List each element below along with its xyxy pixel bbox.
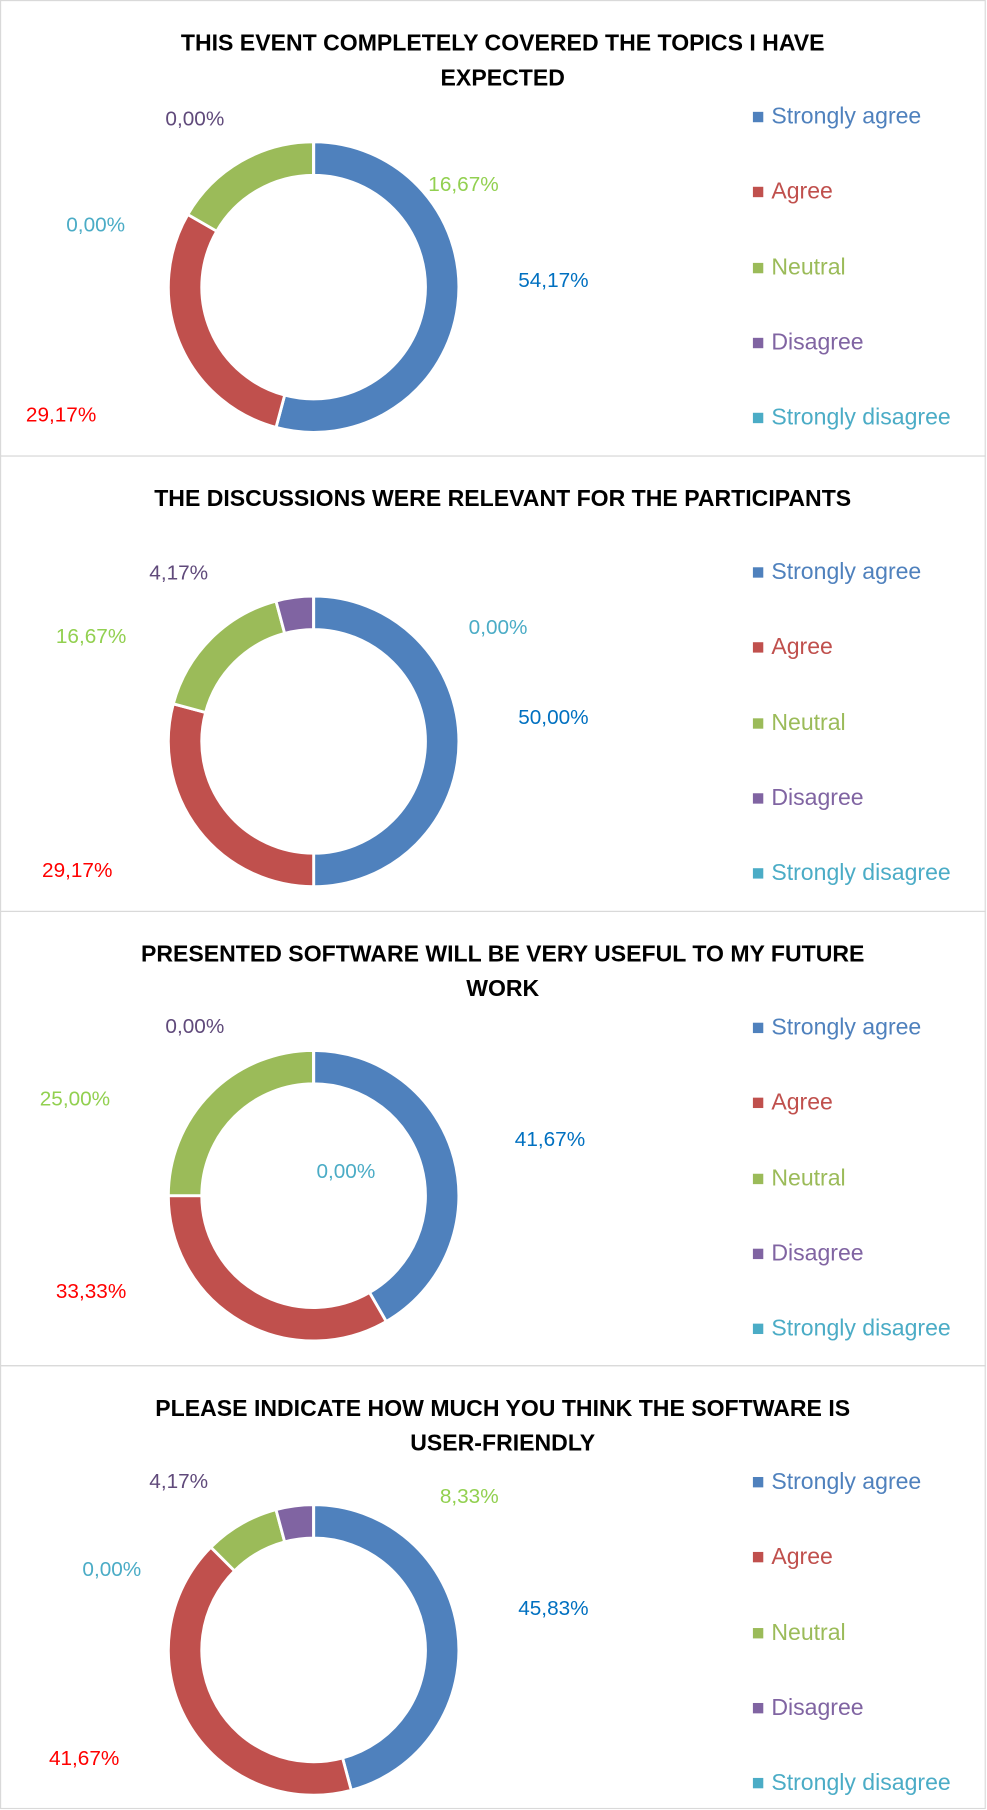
donut-segment [166,1048,316,1198]
chart-panel: PRESENTED SOFTWARE WILL BE VERY USEFUL T… [0,910,986,1367]
legend-label: Agree [771,1543,833,1569]
data-label: 41,67% [515,1128,585,1151]
donut-segment [274,594,316,636]
legend-label: Strongly disagree [771,404,950,430]
data-label: 4,17% [149,1470,208,1493]
chart-title: PRESENTED SOFTWARE WILL BE VERY USEFUL T… [140,942,865,1002]
legend-label: Strongly agree [771,558,921,584]
legend-label: Disagree [771,329,863,355]
legend-label: Strongly disagree [771,1769,950,1795]
data-label: 45,83% [518,1597,588,1620]
data-label: 0,00% [82,1558,141,1581]
legend-label: Strongly disagree [771,859,950,885]
legend-label: Strongly disagree [771,1315,950,1341]
donut-segment [166,1194,389,1343]
legend-label: Neutral [771,709,845,735]
legend-swatch [752,1022,764,1034]
data-label: 0,00% [165,107,224,130]
chart-title: THIS EVENT COMPLETELY COVERED THE TOPICS… [180,31,825,92]
data-label: 25,00% [40,1087,110,1110]
legend-swatch [752,1628,764,1639]
chart: 50,00% 29,17% 16,67% 4,17% 0,00% Strongly agr… [42,558,951,889]
data-label: 29,17% [42,859,112,882]
legend-swatch [752,642,764,653]
data-label: 16,67% [56,625,126,648]
donut-segment [274,1503,316,1544]
legend-label: Strongly agree [771,1468,921,1494]
legend-label: Neutral [771,1619,845,1645]
legend-swatch [752,186,764,198]
chart-title: THE DISCUSSIONS WERE RELEVANT FOR THE PA… [154,486,852,512]
chart-panel: PLEASE INDICATE HOW MUCH YOU THINK THE S… [0,1365,986,1810]
data-label: 33,33% [56,1280,126,1303]
legend-swatch [752,868,764,879]
legend-label: Agree [771,178,833,204]
legend-label: Strongly agree [771,1014,921,1040]
donut-segment [166,702,316,889]
legend-swatch [752,718,764,729]
data-label: 0,00% [469,616,528,639]
data-label: 50,00% [518,706,588,729]
chart: 54,17% 29,17% 16,67% 0,00% 0,00% Strongly agr… [26,103,951,434]
legend-swatch [752,1173,764,1185]
legend-swatch [752,1476,764,1488]
data-label: 4,17% [149,562,208,585]
donut-segment [166,212,287,430]
legend-swatch [752,111,764,123]
donut-segment [171,599,287,715]
legend-label: Agree [771,1089,833,1115]
legend-swatch [752,1702,764,1714]
chart: 41,67% 33,33% 25,00% 0,00% 0,00% Strongly agr… [40,1014,951,1343]
legend-label: Agree [771,633,833,659]
legend-label: Neutral [771,254,845,280]
chart-panel: THIS EVENT COMPLETELY COVERED THE TOPICS… [0,0,986,457]
donut-segment [312,1048,461,1324]
data-label: 29,17% [26,404,96,427]
donut-segment [312,594,461,889]
legend-label: Strongly agree [771,103,921,129]
legend-label: Neutral [771,1165,845,1191]
legend-swatch [752,412,764,424]
legend-swatch [752,1248,764,1260]
data-label: 41,67% [49,1747,119,1770]
data-label: 8,33% [440,1485,499,1508]
legend-swatch [752,1097,764,1109]
chart-title: PLEASE INDICATE HOW MUCH YOU THINK THE S… [155,1396,851,1457]
chart: 45,83% 41,67% 8,33% 4,17% 0,00% Strongly agre… [49,1468,951,1797]
legend-swatch [752,567,764,578]
data-label: 0,00% [165,1015,224,1038]
data-label: 0,00% [316,1160,375,1183]
legend-swatch [752,1551,764,1563]
legend-label: Disagree [771,784,863,810]
chart-panel: THE DISCUSSIONS WERE RELEVANT FOR THE PA… [0,455,986,913]
legend-label: Disagree [771,1240,863,1266]
legend-swatch [752,262,764,274]
data-label: 54,17% [518,269,588,292]
legend-swatch [752,337,764,349]
donut-segment [166,1545,354,1797]
legend-swatch [752,1777,764,1789]
legend-label: Disagree [771,1694,863,1720]
donut-segment [185,140,316,234]
legend-swatch [752,1323,764,1335]
data-label: 0,00% [66,213,125,236]
donut-segment [274,140,461,434]
donut-segment [312,1503,461,1793]
data-label: 16,67% [428,173,498,196]
legend-swatch [752,793,764,804]
